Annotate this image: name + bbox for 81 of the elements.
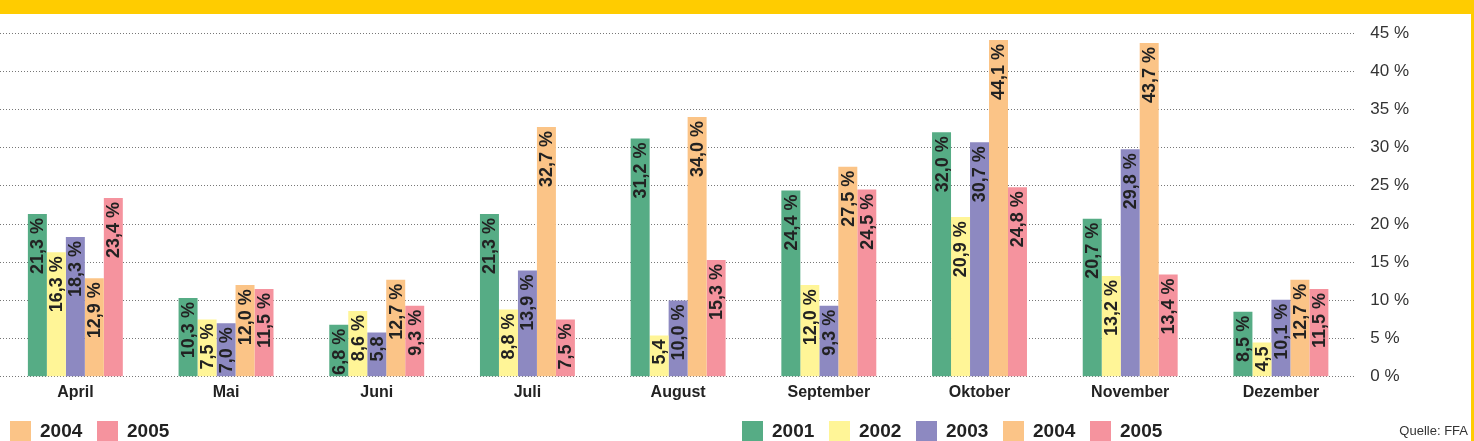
source-note: Quelle: FFA (1399, 423, 1468, 439)
data-label: 43,7 % (1139, 46, 1160, 103)
data-label: 32,0 % (931, 136, 952, 193)
x-tick-label: November (1091, 382, 1170, 400)
data-label: 29,8 % (1120, 153, 1141, 210)
text: 2005 (127, 420, 170, 441)
text: 2004 (40, 420, 83, 441)
bar (630, 138, 650, 377)
data-label: 20,7 % (1082, 222, 1103, 279)
data-label: 9,3 % (818, 309, 839, 356)
x-tick-label: Oktober (948, 382, 1011, 400)
x-tick-label: September (787, 382, 871, 400)
data-label: 4,5 (1251, 346, 1272, 372)
legend-label: 2004 (1033, 420, 1076, 441)
data-label: 30,7 % (969, 146, 990, 203)
data-label: 31,2 % (630, 142, 651, 199)
data-label: 7,5 % (555, 323, 576, 370)
y-tick-label: 15 % (1370, 251, 1409, 271)
data-label: 18,3 % (65, 240, 86, 298)
y-tick-label: 10 % (1370, 290, 1409, 310)
data-label: 5,8 (366, 336, 387, 362)
data-label: 24,5 % (856, 193, 877, 250)
bar (536, 126, 556, 377)
data-label: 12,7 % (385, 283, 406, 340)
data-label: 21,3 % (479, 218, 500, 275)
legend-label: 2005 (1120, 420, 1163, 441)
data-label: 8,5 % (1232, 315, 1253, 362)
y-tick-label: 40 % (1370, 60, 1409, 80)
data-label: 8,8 % (498, 313, 519, 360)
bar (970, 142, 990, 377)
x-tick-label: April (57, 382, 94, 400)
data-label: 7,0 % (216, 327, 237, 374)
legend-label: 2003 (946, 420, 989, 441)
bar (932, 132, 952, 377)
x-tick-label: Mai (212, 382, 240, 400)
data-label: 15,3 % (706, 263, 727, 320)
legend-label: 2002 (859, 420, 902, 441)
data-label: 44,1 % (988, 43, 1009, 100)
data-label: 9,3 % (404, 309, 425, 356)
y-tick-label: 45 % (1370, 22, 1409, 42)
data-label: 20,9 % (950, 221, 971, 278)
y-tick-label: 0 % (1370, 366, 1400, 386)
y-tick-label: 25 % (1370, 175, 1409, 195)
data-label: 7,5 % (197, 323, 218, 370)
data-label: 6,8 % (328, 328, 349, 375)
x-tick-label: Juni (360, 382, 394, 400)
x-tick-label: August (650, 382, 707, 400)
data-label: 27,5 % (837, 170, 858, 227)
data-label: 24,8 % (1007, 191, 1028, 248)
data-label: 13,4 % (1158, 278, 1179, 335)
bar (687, 117, 707, 377)
data-label: 11,5 % (1308, 292, 1329, 348)
data-label: 21,3 % (27, 218, 48, 275)
data-label: 10,0 % (668, 304, 689, 361)
data-label: 12,7 % (1289, 283, 1310, 340)
data-label: 24,4 % (780, 194, 801, 251)
data-label: 10,3 % (178, 302, 199, 359)
data-label: 10,1 % (1270, 303, 1291, 360)
x-tick-label: Juli (513, 382, 542, 400)
bar (1120, 149, 1140, 377)
legend-label: 2001 (772, 420, 815, 441)
data-label: 12,9 % (84, 282, 105, 339)
y-tick-label: 5 % (1370, 328, 1400, 348)
bar (838, 166, 858, 377)
bar (1139, 42, 1159, 377)
data-label: 5,4 (649, 339, 670, 365)
data-label: 34,0 % (687, 121, 708, 178)
data-label: 32,7 % (536, 130, 557, 188)
data-label: 13,2 % (1101, 279, 1122, 336)
y-tick-label: 20 % (1370, 213, 1409, 233)
data-label: 11,5 % (253, 292, 274, 348)
data-label: 16,3 % (46, 256, 67, 313)
x-tick-label: Dezember (1242, 382, 1320, 400)
data-label: 23,4 % (103, 202, 124, 259)
data-label: 8,6 % (347, 315, 368, 362)
data-label: 12,0 % (235, 289, 255, 346)
data-label: 12,0 % (799, 289, 820, 346)
y-tick-label: 30 % (1370, 137, 1409, 157)
bar (989, 39, 1008, 377)
y-tick-label: 35 % (1370, 99, 1409, 119)
data-label: 13,9 % (517, 274, 538, 331)
